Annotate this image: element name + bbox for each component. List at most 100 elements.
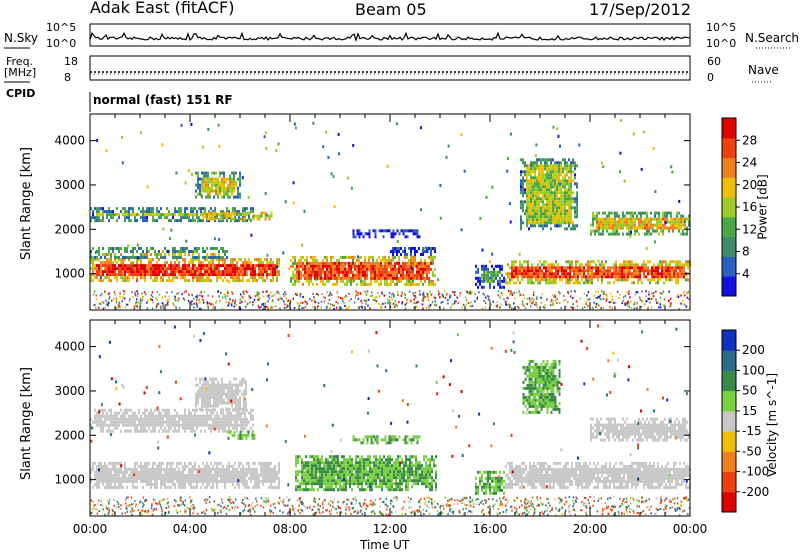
heatmap-cell (570, 206, 572, 210)
heatmap-cell (412, 273, 414, 277)
ground-scatter-cell (312, 292, 314, 295)
sparse-scatter-cell (640, 167, 643, 171)
heatmap-cell (294, 273, 296, 277)
heatmap-cell (244, 261, 246, 265)
heatmap-cell (272, 261, 274, 265)
heatmap-cell (164, 273, 166, 277)
heatmap-cell (619, 272, 621, 276)
heatmap-cell (434, 250, 436, 253)
heatmap-cell (499, 282, 501, 286)
top-strips (4, 23, 790, 112)
heatmap-cell (570, 164, 572, 168)
ground-scatter-cell (522, 303, 524, 306)
ground-scatter-cell (425, 306, 428, 309)
heatmap-cell (172, 473, 174, 477)
ground-scatter-cell (155, 305, 158, 308)
heatmap-cell (422, 270, 424, 274)
heatmap-cell (392, 229, 395, 233)
heatmap-cell (546, 209, 548, 213)
heatmap-cell (358, 270, 360, 274)
ground-scatter-cell (583, 292, 586, 295)
heatmap-cell (230, 267, 232, 271)
heatmap-cell (148, 461, 150, 465)
heatmap-cell (548, 170, 550, 174)
heatmap-cell (232, 264, 234, 268)
heatmap-cell (526, 182, 528, 186)
heatmap-cell (560, 167, 562, 171)
heatmap-cell (246, 473, 248, 477)
heatmap-cell (640, 214, 642, 218)
heatmap-cell (190, 461, 192, 465)
heatmap-cell (92, 210, 94, 214)
ground-scatter-cell (259, 297, 261, 300)
heatmap-cell (564, 200, 566, 204)
heatmap-cell (532, 194, 534, 198)
heatmap-cell (252, 267, 254, 271)
heatmap-cell (148, 258, 150, 262)
heatmap-cell (639, 266, 641, 270)
heatmap-cell (226, 273, 228, 277)
heatmap-cell (236, 276, 238, 280)
heatmap-cell (197, 183, 199, 187)
heatmap-cell (649, 269, 651, 273)
heatmap-cell (146, 264, 148, 268)
heatmap-cell (434, 255, 436, 259)
heatmap-cell (168, 476, 170, 480)
ground-scatter-cell (615, 302, 617, 305)
heatmap-cell (548, 221, 550, 225)
heatmap-cell (350, 261, 352, 265)
ground-scatter-cell (146, 301, 148, 304)
heatmap-cell (239, 177, 241, 181)
ground-scatter-cell (107, 304, 110, 307)
heatmap-cell (170, 461, 172, 465)
heatmap-cell (116, 267, 118, 271)
ground-scatter-cell (201, 298, 204, 301)
heatmap-cell (102, 247, 104, 250)
heatmap-cell (358, 232, 361, 236)
heatmap-cell (370, 267, 372, 271)
nsky-tick-bottom: 10^0 (46, 37, 77, 50)
heatmap-cell (142, 485, 144, 489)
heatmap-cell (132, 210, 134, 214)
heatmap-cell (430, 253, 432, 256)
ground-scatter-cell (440, 301, 442, 304)
ground-scatter-cell (168, 298, 171, 301)
heatmap-cell (154, 276, 156, 280)
heatmap-cell (254, 276, 256, 280)
heatmap-cell (344, 261, 346, 265)
heatmap-cell (539, 266, 541, 270)
heatmap-cell (624, 223, 626, 227)
nsky-panel (89, 23, 691, 47)
sparse-scatter-cell (485, 195, 488, 199)
heatmap-cell (356, 267, 358, 271)
heatmap-cell (532, 170, 534, 174)
ground-scatter-cell (667, 300, 670, 302)
heatmap-cell (108, 273, 110, 277)
heatmap-cell (489, 285, 491, 289)
heatmap-cell (246, 267, 248, 271)
heatmap-cell (526, 200, 528, 204)
heatmap-cell (144, 276, 146, 280)
heatmap-cell (152, 210, 154, 214)
heatmap-cell (94, 482, 96, 486)
sparse-scatter-cell (268, 261, 271, 265)
heatmap-cell (410, 255, 412, 259)
heatmap-cell (190, 261, 192, 265)
heatmap-cell (529, 272, 531, 276)
ground-scatter-cell (206, 305, 209, 308)
heatmap-cell (616, 232, 618, 236)
ground-scatter-cell (651, 292, 653, 295)
heatmap-cell (629, 272, 631, 276)
heatmap-cell (229, 177, 231, 181)
heatmap-cell (384, 264, 386, 268)
sparse-scatter-cell (491, 185, 494, 189)
heatmap-cell (231, 183, 233, 187)
heatmap-cell (136, 279, 138, 283)
heatmap-cell (566, 227, 568, 231)
heatmap-cell (214, 217, 217, 221)
ground-scatter-cell (206, 301, 209, 304)
ground-scatter-cell (143, 291, 146, 294)
heatmap-cell (637, 269, 639, 273)
heatmap-cell (126, 279, 128, 283)
